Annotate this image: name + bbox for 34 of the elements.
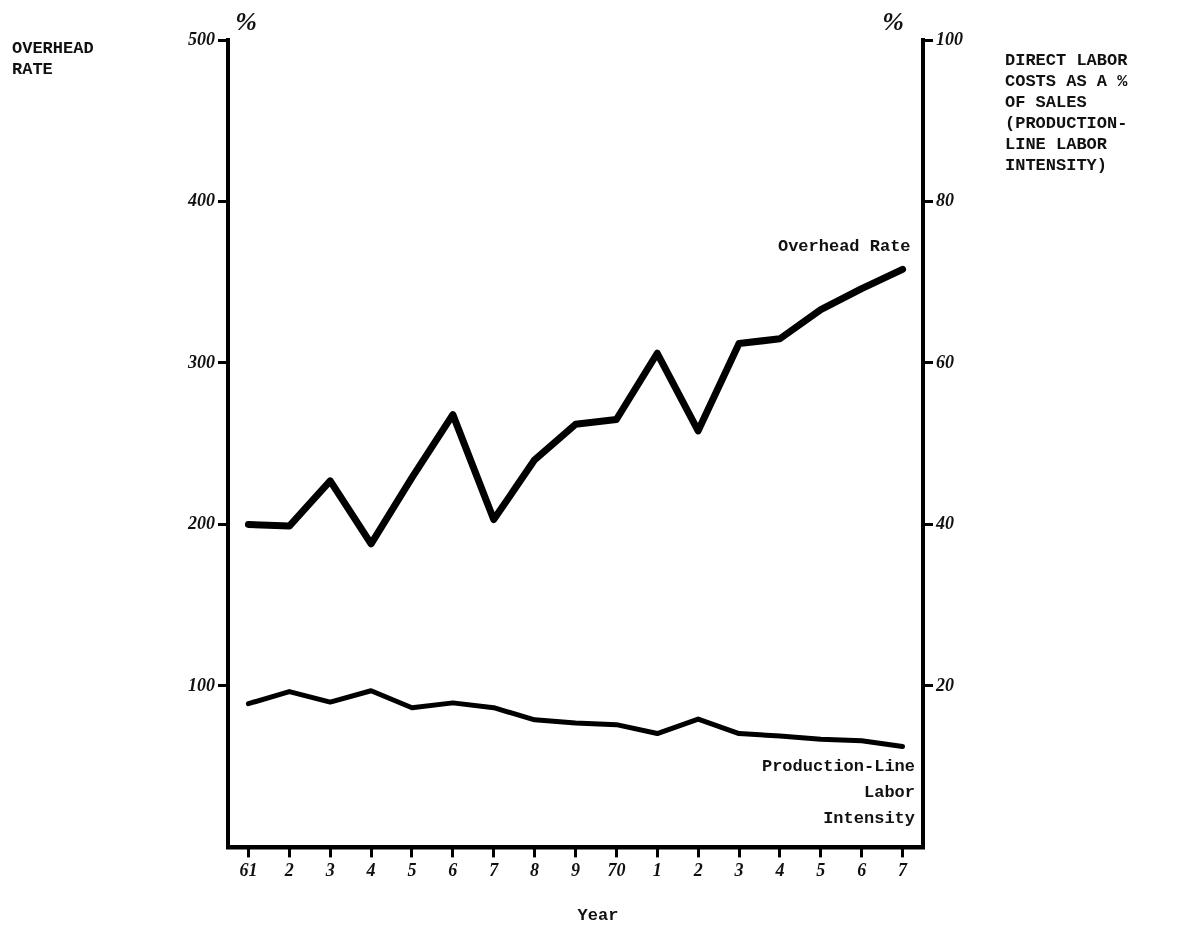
x-tick-label: 8 bbox=[530, 859, 540, 880]
y2-tick-label: 40 bbox=[935, 513, 954, 534]
x-tick-label: 7 bbox=[898, 859, 909, 880]
x-tick-label: 61 bbox=[239, 859, 258, 880]
text: DIRECT LABOR COSTS AS A % OF SALES (PRODUCTION-LINE LABOR INTENSITY) bbox=[1005, 50, 1128, 176]
y-tick-label: 100 bbox=[188, 674, 215, 695]
series-label: Production-Line Labor Intensity bbox=[761, 757, 915, 829]
x-tick-label: 4 bbox=[774, 859, 785, 880]
x-tick-label: 70 bbox=[607, 859, 626, 880]
x-tick-label: 4 bbox=[365, 859, 376, 880]
y-tick-label: 400 bbox=[187, 190, 215, 211]
y-tick-label: 500 bbox=[188, 28, 215, 49]
text: % bbox=[235, 6, 257, 36]
x-tick-label: 5 bbox=[407, 859, 417, 880]
x-tick-label: 9 bbox=[571, 859, 580, 880]
text: OVERHEAD RATE bbox=[12, 38, 95, 80]
y2-tick-label: 80 bbox=[936, 190, 954, 211]
x-tick-label: 5 bbox=[816, 859, 826, 880]
x-tick-label: 2 bbox=[283, 859, 294, 880]
y2-tick-label: 100 bbox=[936, 28, 963, 49]
y-tick-label: 300 bbox=[187, 351, 215, 372]
x-tick-label: 2 bbox=[692, 859, 703, 880]
x-tick-label: 3 bbox=[733, 859, 744, 880]
x-tick-label: 6 bbox=[857, 859, 867, 880]
x-tick-label: 7 bbox=[489, 859, 500, 880]
x-axis-title: Year bbox=[576, 905, 620, 926]
y2-tick-label: 20 bbox=[935, 674, 954, 695]
x-tick-label: 1 bbox=[652, 859, 662, 880]
y2-tick-label: 60 bbox=[936, 351, 954, 372]
text: % bbox=[882, 6, 904, 36]
series-label: Overhead Rate bbox=[777, 237, 911, 257]
x-tick-label: 6 bbox=[448, 859, 458, 880]
x-tick-label: 3 bbox=[324, 859, 335, 880]
y-tick-label: 200 bbox=[187, 513, 215, 534]
